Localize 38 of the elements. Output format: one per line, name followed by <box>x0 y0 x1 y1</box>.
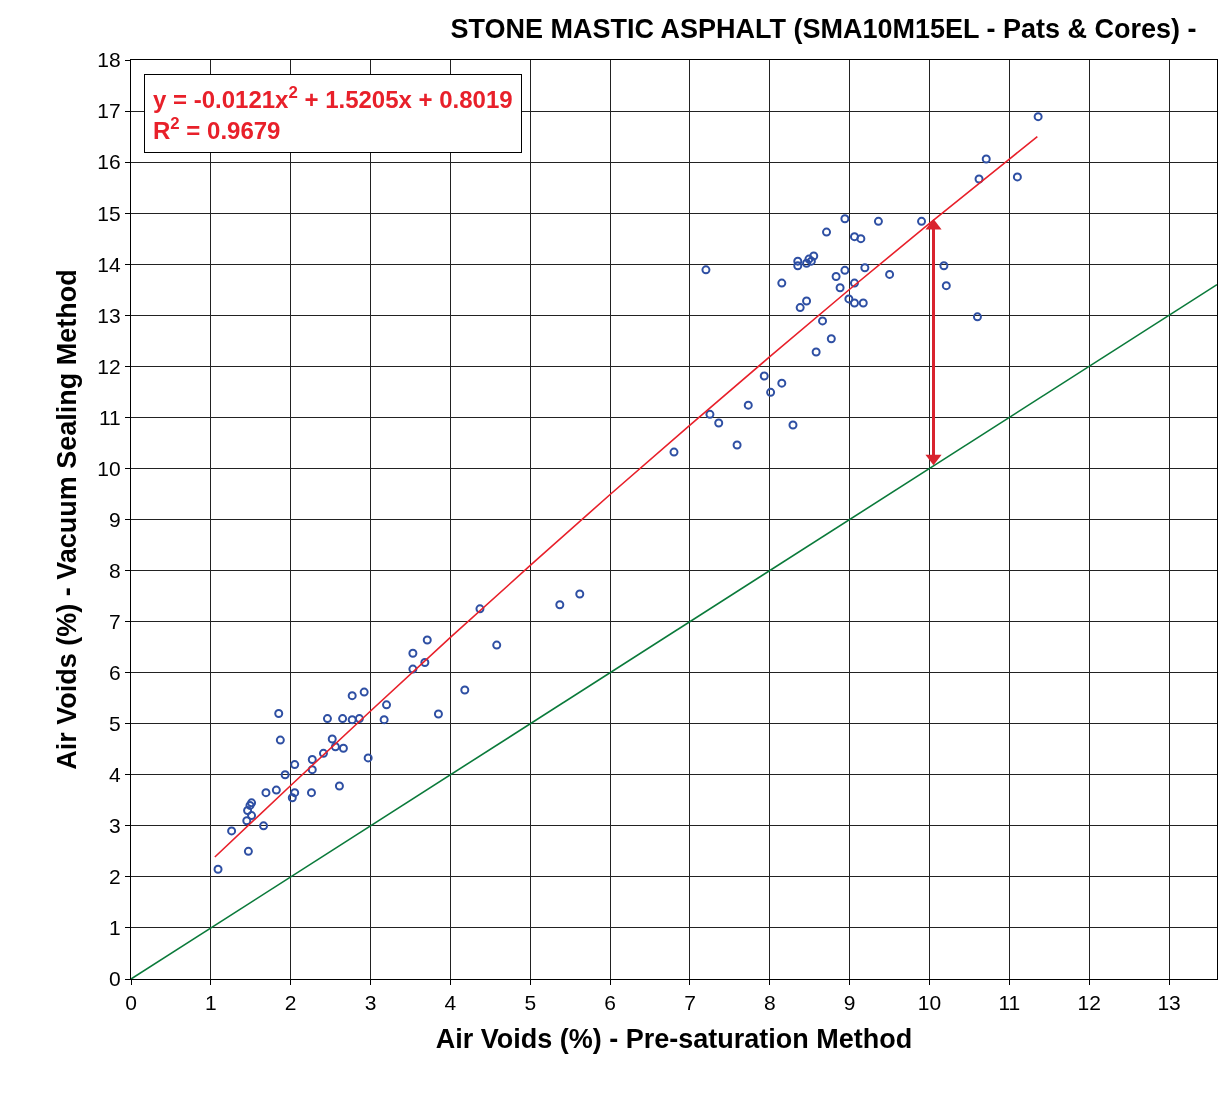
x-tick-label: 10 <box>917 991 942 1015</box>
x-tick-label: 8 <box>763 991 776 1015</box>
annotation: y = -0.0121x$^{2}$ + 1.5205x + 0.8019 <box>153 83 513 114</box>
x-tick-label: 5 <box>524 991 537 1015</box>
y-tick-label: 14 <box>97 252 122 276</box>
y-tick-label: 15 <box>97 201 121 225</box>
y-tick-label: 0 <box>109 967 121 991</box>
x-tick-label: 9 <box>843 991 856 1015</box>
x-axis-title: Air Voids (%) - Pre-saturation Method <box>435 1023 913 1054</box>
x-tick-label: 6 <box>604 991 616 1015</box>
y-tick-label: 11 <box>98 405 121 429</box>
y-tick-label: 18 <box>97 48 121 72</box>
y-tick-label: 2 <box>109 865 121 889</box>
y-tick-label: 12 <box>97 354 121 378</box>
x-tick-label: 12 <box>1077 991 1101 1015</box>
x-tick-label: 1 <box>205 991 217 1015</box>
x-tick-label: 7 <box>684 991 696 1015</box>
y-tick-label: 10 <box>97 456 121 480</box>
y-tick-label: 13 <box>97 303 121 327</box>
y-tick-label: 9 <box>109 507 121 531</box>
y-tick-label: 16 <box>97 150 121 174</box>
chart-title: STONE MASTIC ASPHALT (SMA10M15EL - Pats & Cores) - <box>450 13 1197 44</box>
y-axis-title: Air Voids (%) - Vacuum Sealing Method <box>52 269 83 770</box>
y-tick-label: 17 <box>97 99 121 123</box>
x-tick-label: 3 <box>364 991 377 1015</box>
y-tick-label: 4 <box>109 763 122 787</box>
annotation: R$^{2}$ = 0.9679 <box>153 114 281 145</box>
y-tick-label: 6 <box>109 661 121 685</box>
x-tick-label: 0 <box>125 991 137 1015</box>
x-tick-label: 4 <box>444 991 457 1015</box>
x-tick-label: 13 <box>1157 991 1181 1015</box>
x-tick-label: 2 <box>284 991 297 1015</box>
y-tick-label: 8 <box>109 558 121 582</box>
y-tick-label: 5 <box>109 712 121 736</box>
y-tick-label: 3 <box>109 814 121 838</box>
y-tick-label: 7 <box>109 609 121 633</box>
x-tick-label: 11 <box>998 991 1021 1015</box>
y-tick-label: 1 <box>109 916 121 940</box>
